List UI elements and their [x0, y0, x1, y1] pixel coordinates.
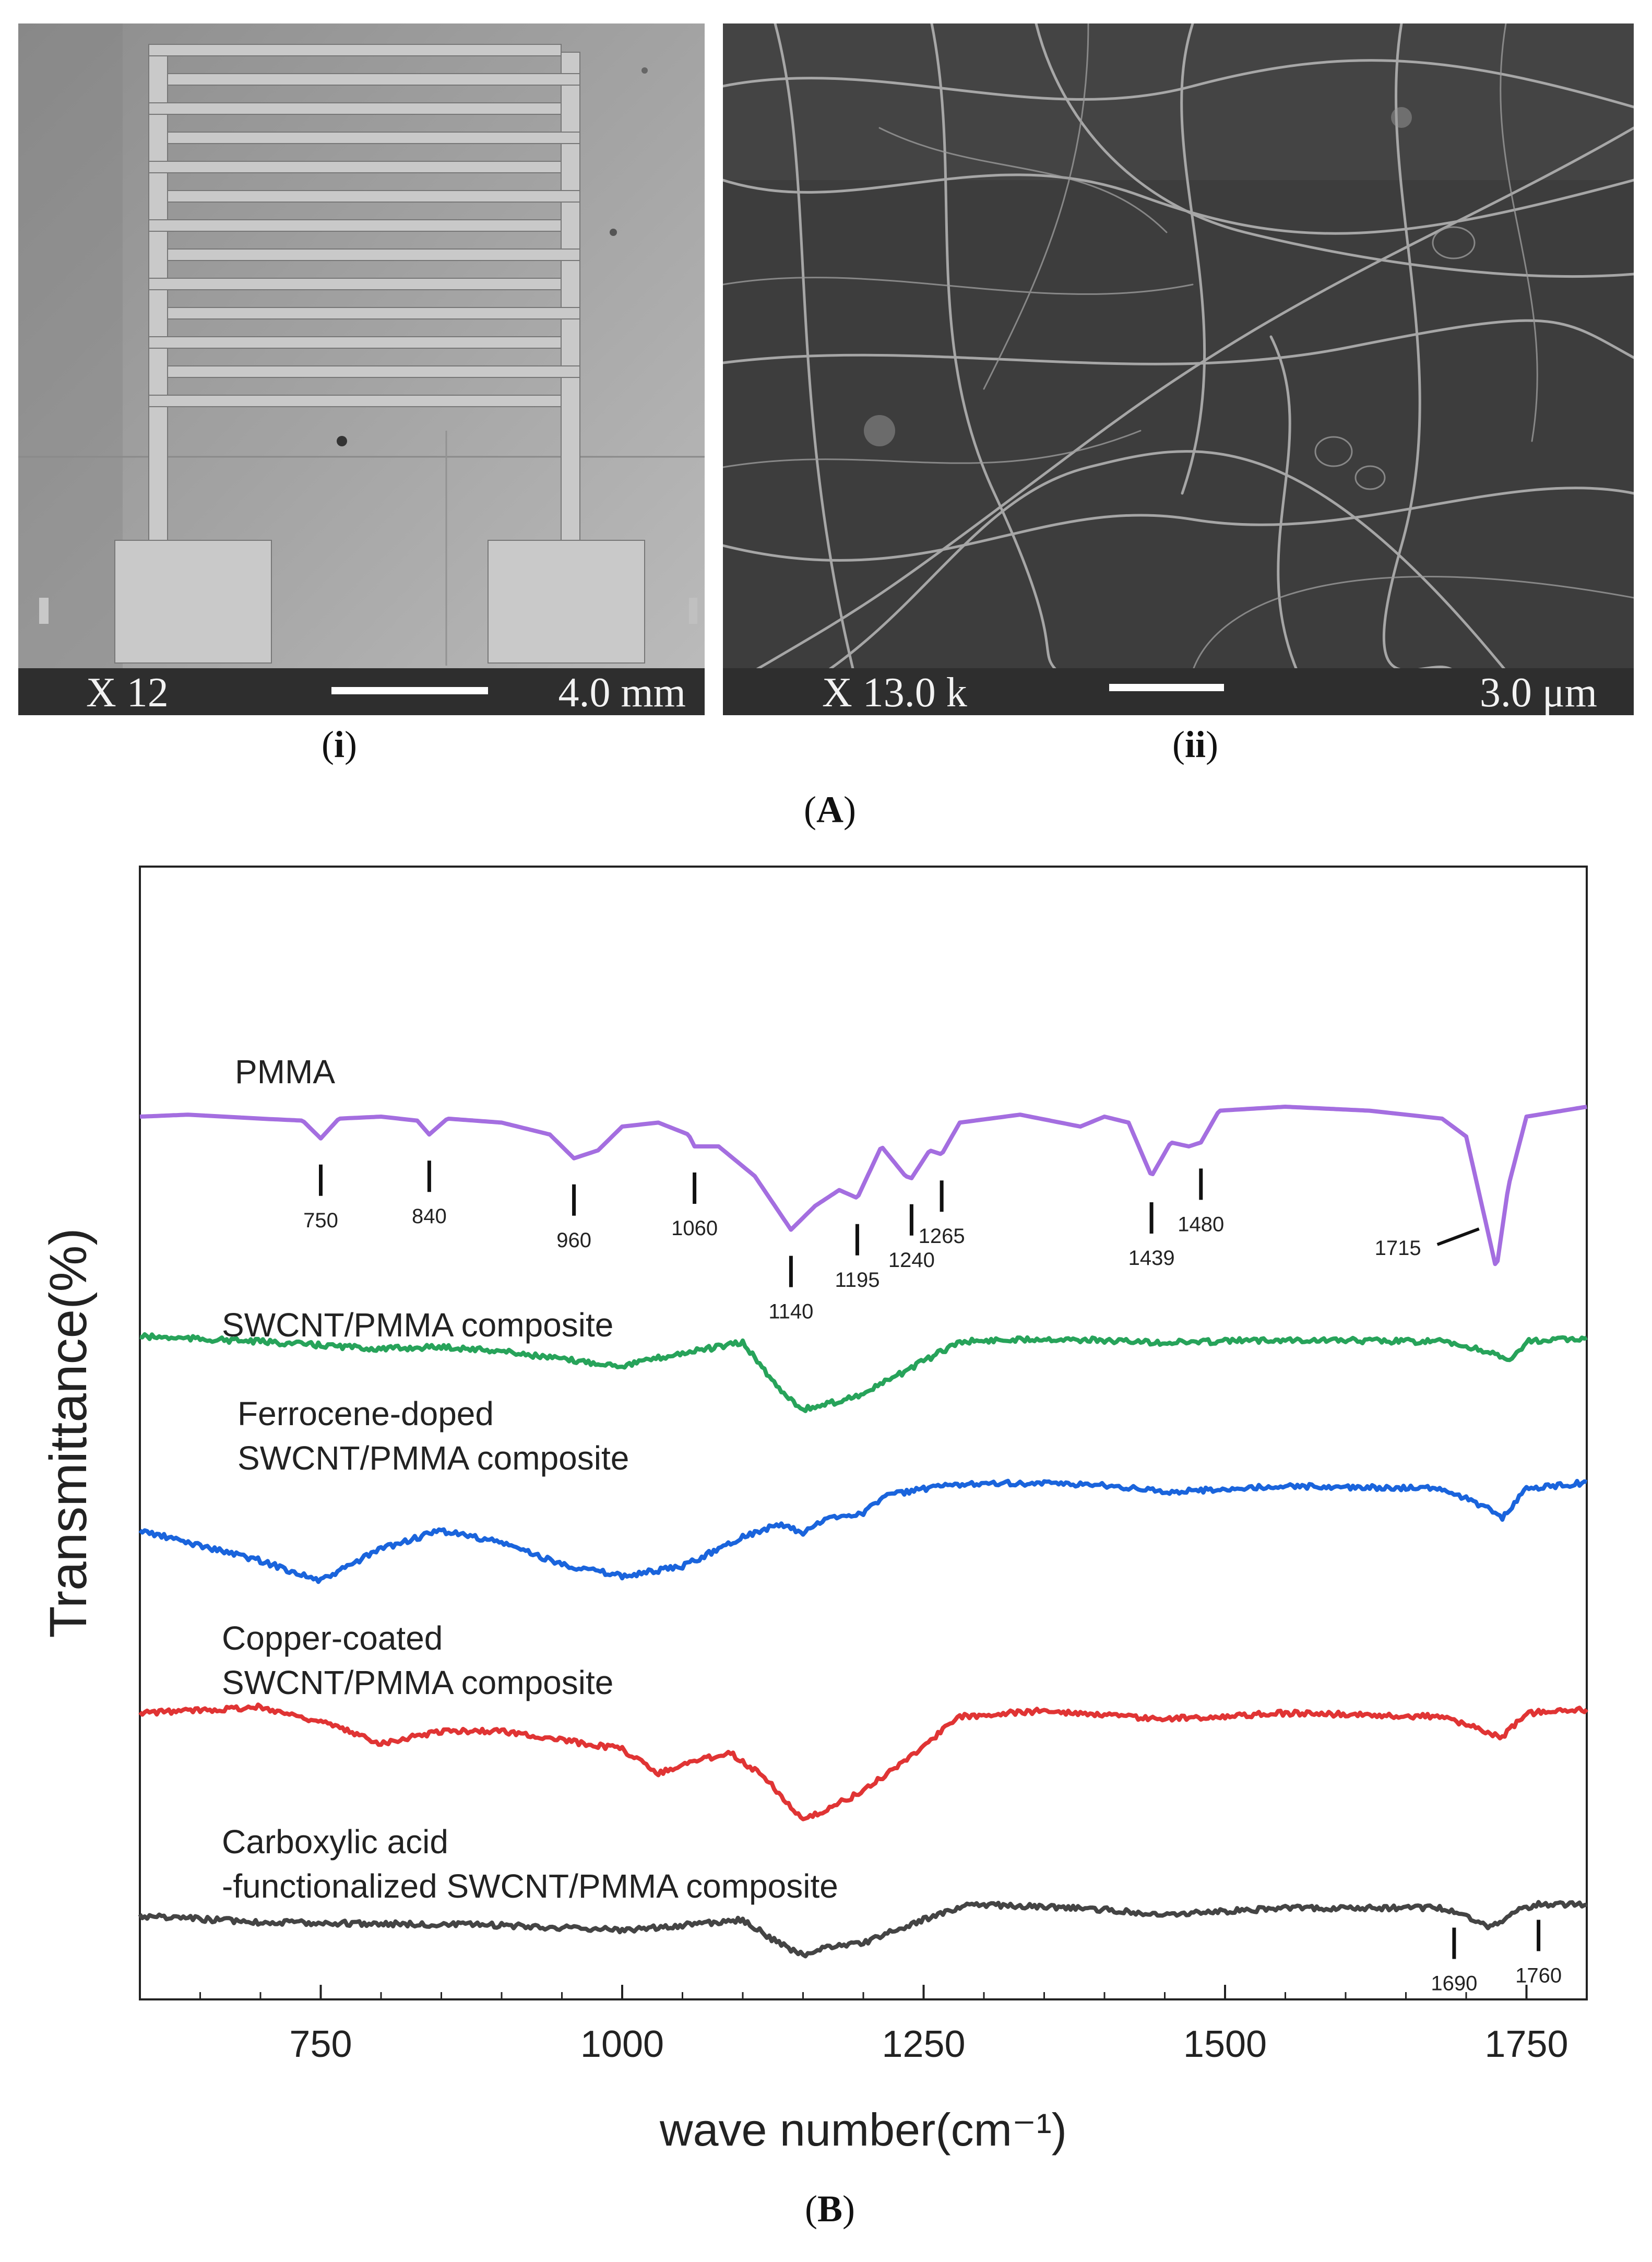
peak-marker	[1436, 1227, 1480, 1246]
series-label: SWCNT/PMMA composite	[237, 1439, 629, 1477]
scale-label: 4.0 mm	[558, 670, 686, 715]
series-label: Carboxylic acid	[222, 1823, 448, 1861]
nanotube-micrograph	[723, 23, 1634, 715]
series-line-1	[139, 1332, 1588, 1413]
series-line-2	[138, 1478, 1588, 1584]
caption-i: (i)	[322, 724, 357, 765]
peak-label: 1195	[835, 1269, 880, 1292]
sem-image-nanotubes: X 13.0 k 3.0 μm	[723, 23, 1634, 715]
series-label: SWCNT/PMMA composite	[222, 1306, 613, 1344]
x-tick-label: 1500	[1183, 2023, 1267, 2065]
peak-label: 1480	[1178, 1213, 1224, 1236]
peak-label: 1760	[1515, 1964, 1562, 1987]
x-tick-label: 1000	[580, 2023, 664, 2065]
series-line-0	[139, 1105, 1587, 1266]
peak-label: 1690	[1431, 1972, 1477, 1995]
x-tick-label: 1750	[1484, 2023, 1568, 2065]
peak-label: 1715	[1375, 1237, 1421, 1260]
peak-label: 1265	[919, 1225, 965, 1248]
magnification-label: X 13.0 k	[822, 670, 967, 715]
sem-info-bar: X 12 4.0 mm	[18, 668, 705, 715]
peak-label: 1060	[671, 1217, 718, 1240]
electrode-micrograph	[18, 23, 705, 715]
x-axis-label: wave number(cm⁻¹)	[659, 2104, 1067, 2156]
series-label: SWCNT/PMMA composite	[222, 1664, 613, 1701]
peak-label: 960	[556, 1229, 591, 1252]
peak-label: 840	[412, 1205, 447, 1228]
panel-label-B: (B)	[805, 2188, 855, 2230]
peak-label: 1240	[888, 1249, 935, 1272]
peak-label: 1140	[768, 1300, 813, 1323]
y-axis-label: Transmittance(%)	[39, 1228, 98, 1638]
scale-bar	[1109, 684, 1224, 691]
scale-label: 3.0 μm	[1479, 670, 1597, 715]
caption-ii: (ii)	[1172, 724, 1218, 765]
sem-info-bar: X 13.0 k 3.0 μm	[723, 668, 1634, 715]
series-label: Ferrocene-doped	[237, 1395, 494, 1432]
series-label: Copper-coated	[222, 1619, 443, 1657]
peak-label: 1439	[1128, 1247, 1175, 1270]
sem-image-electrode: X 12 4.0 mm	[18, 23, 705, 715]
series-line-4	[138, 1900, 1588, 1959]
scale-bar	[331, 687, 488, 694]
panel-label-A: (A)	[804, 789, 856, 831]
peak-label: 750	[303, 1209, 338, 1232]
magnification-label: X 12	[86, 670, 169, 715]
x-tick-label: 1250	[882, 2023, 965, 2065]
series-label: PMMA	[235, 1053, 335, 1091]
x-tick-label: 750	[289, 2023, 352, 2065]
series-line-3	[138, 1702, 1588, 1821]
series-label: -functionalized SWCNT/PMMA composite	[222, 1867, 838, 1905]
